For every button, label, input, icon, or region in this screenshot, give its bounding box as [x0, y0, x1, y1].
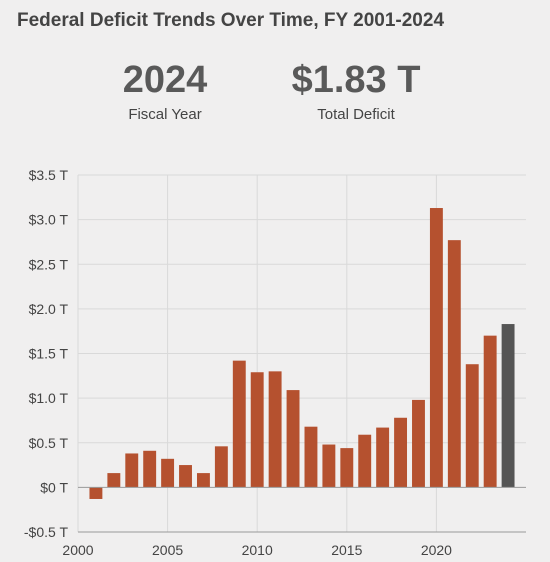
bar-layer [89, 208, 515, 499]
bar-2012[interactable] [286, 390, 300, 488]
bar-2008[interactable] [214, 446, 228, 488]
x-tick-label: 2005 [152, 542, 183, 558]
chart-title: Federal Deficit Trends Over Time, FY 200… [17, 10, 445, 31]
x-tick-label: 2000 [62, 542, 93, 558]
x-tick-label: 2010 [242, 542, 273, 558]
fiscal-year-stat: 2024 Fiscal Year [65, 58, 265, 123]
bar-2023[interactable] [483, 335, 497, 488]
total-deficit-stat: $1.83 T Total Deficit [256, 58, 456, 123]
y-tick-label: $2.5 T [29, 256, 69, 272]
bar-2022[interactable] [465, 364, 479, 488]
bar-2019[interactable] [412, 399, 425, 488]
fiscal-year-label: Fiscal Year [128, 106, 202, 123]
bar-2006[interactable] [179, 465, 192, 488]
y-tick-label: -$0.5 T [24, 524, 69, 540]
y-tick-label: $1.0 T [29, 390, 69, 406]
total-deficit-value: $1.83 T [291, 59, 421, 101]
y-tick-label: $1.5 T [29, 346, 69, 362]
x-tick-label: 2015 [331, 542, 362, 558]
bar-2013[interactable] [304, 426, 318, 488]
bar-2005[interactable] [161, 458, 175, 488]
bar-2007[interactable] [196, 473, 210, 488]
bar-2004[interactable] [143, 450, 157, 488]
fiscal-year-value: 2024 [122, 59, 208, 101]
bar-2024[interactable] [501, 324, 515, 488]
y-tick-label: $0.5 T [29, 435, 69, 451]
total-deficit-label: Total Deficit [317, 106, 395, 123]
bar-2002[interactable] [107, 473, 121, 488]
y-tick-label: $3.5 T [29, 167, 69, 183]
bar-2014[interactable] [322, 444, 336, 488]
bar-2003[interactable] [125, 453, 139, 488]
bar-2009[interactable] [232, 360, 246, 488]
bar-2015[interactable] [340, 448, 354, 488]
axis-layer: -$0.5 T $0 T $0.5 T $1.0 T $1.5 T $2.0 T $2.5 … [24, 167, 526, 558]
bar-2010[interactable] [250, 372, 264, 488]
y-tick-label: $0 T [40, 479, 68, 495]
bar-2001[interactable] [89, 487, 103, 499]
x-tick-label: 2020 [421, 542, 452, 558]
bar-2021[interactable] [447, 240, 461, 488]
bar-2017[interactable] [376, 427, 390, 488]
y-tick-label: $3.0 T [29, 212, 69, 228]
bar-2020[interactable] [429, 208, 443, 488]
bar-2011[interactable] [268, 371, 282, 488]
bar-2018[interactable] [394, 417, 408, 488]
bar-2016[interactable] [358, 434, 372, 488]
y-tick-label: $2.0 T [29, 301, 69, 317]
